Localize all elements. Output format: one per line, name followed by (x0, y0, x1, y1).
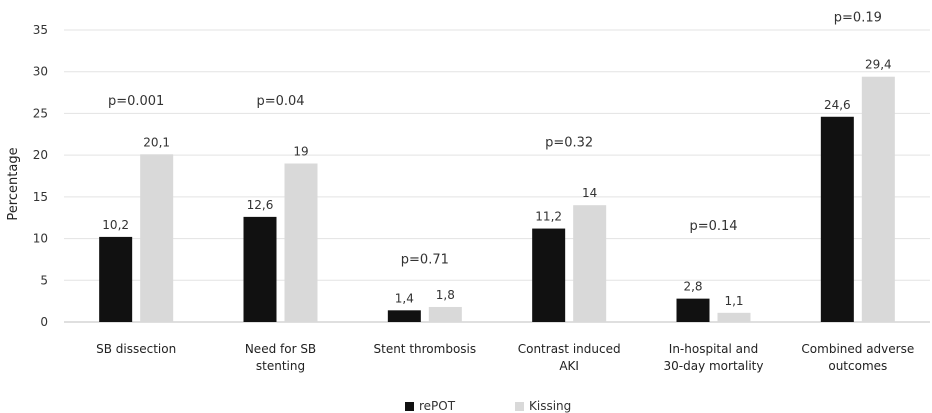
p-value-label: p=0.71 (401, 252, 449, 267)
y-tick-label: 35 (33, 23, 48, 37)
y-tick-label: 0 (40, 315, 48, 329)
bars (99, 76, 895, 322)
category-labels: SB dissection Need for SB stenting Stent th… (96, 342, 914, 373)
y-tick-label: 20 (33, 148, 48, 162)
category-label: Combined adverse (801, 342, 914, 356)
category-label: outcomes (828, 359, 887, 373)
bar-repot (676, 298, 710, 322)
bar-repot (387, 310, 421, 322)
category-label: AKI (559, 359, 579, 373)
data-label: 1,8 (436, 288, 455, 302)
bar-kissing (428, 306, 462, 322)
y-tick-label: 25 (33, 106, 48, 120)
data-label: 10,2 (102, 218, 129, 232)
bar-kissing (284, 163, 318, 322)
data-label: 12,6 (247, 198, 274, 212)
data-label: 29,4 (865, 58, 892, 72)
data-label: 19 (293, 144, 308, 158)
p-value-label: p=0.32 (545, 136, 593, 151)
category-label: stenting (256, 359, 305, 373)
bar-repot (99, 236, 133, 322)
y-tick-label: 10 (33, 232, 48, 246)
y-tick-label: 5 (40, 273, 48, 287)
p-value-labels: p=0.001 p=0.04 p=0.71 p=0.32 p=0.14 p=0.19 (108, 10, 882, 267)
legend: rePOT Kissing (405, 399, 571, 413)
category-label: 30-day mortality (664, 359, 764, 373)
data-label: 14 (582, 186, 597, 200)
category-label: Contrast induced (518, 342, 621, 356)
y-axis-ticks: 0 5 10 15 20 25 30 35 (33, 23, 48, 329)
data-labels: 10,2 20,1 12,6 19 1,4 1,8 11,2 14 2,8 1,1 24,6 29,4 (102, 58, 891, 308)
p-value-label: p=0.14 (689, 219, 737, 234)
bar-kissing (861, 76, 895, 322)
data-label: 1,1 (724, 294, 743, 308)
y-tick-label: 15 (33, 190, 48, 204)
bar-kissing (717, 312, 751, 322)
category-label: In-hospital and (669, 342, 758, 356)
category-label: SB dissection (96, 342, 176, 356)
legend-swatch-repot (405, 402, 414, 411)
data-label: 24,6 (824, 98, 851, 112)
data-label: 2,8 (683, 280, 702, 294)
bar-kissing (573, 205, 607, 322)
p-value-label: p=0.04 (256, 94, 304, 109)
legend-label: Kissing (529, 399, 571, 413)
gridlines (64, 29, 930, 323)
bar-repot (243, 216, 277, 322)
data-label: 1,4 (395, 291, 414, 305)
legend-label: rePOT (419, 399, 456, 413)
p-value-label: p=0.001 (108, 94, 164, 109)
y-tick-label: 30 (33, 65, 48, 79)
y-axis-label: Percentage (6, 147, 21, 220)
bar-kissing (140, 154, 174, 322)
category-label: Need for SB (245, 342, 316, 356)
legend-swatch-kissing (515, 402, 524, 411)
bar-repot (532, 228, 566, 322)
data-label: 11,2 (535, 210, 562, 224)
category-label: Stent thrombosis (374, 342, 477, 356)
bar-repot (820, 116, 854, 322)
p-value-label: p=0.19 (834, 10, 882, 25)
data-label: 20,1 (143, 135, 170, 149)
